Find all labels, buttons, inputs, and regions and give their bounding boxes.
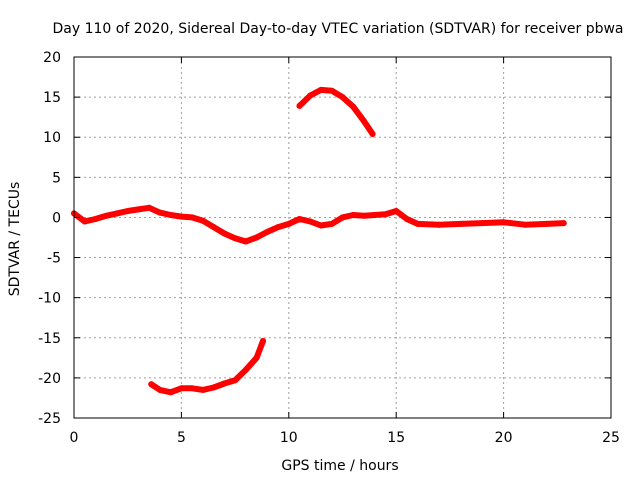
y-tick-label: 20 — [43, 50, 61, 66]
data-point — [189, 385, 196, 392]
data-point — [371, 212, 378, 218]
y-tick-label: -20 — [38, 371, 61, 387]
data-point — [242, 366, 249, 373]
data-point — [260, 338, 266, 344]
data-point — [328, 220, 335, 227]
data-point — [457, 220, 464, 227]
data-point — [361, 212, 367, 219]
data-point — [167, 212, 174, 218]
data-point — [114, 210, 120, 217]
data-point — [318, 222, 324, 229]
data-point — [199, 386, 206, 393]
x-tick-label: 15 — [387, 430, 405, 446]
data-point — [436, 221, 443, 228]
data-point — [522, 221, 529, 228]
data-point — [103, 212, 110, 219]
data-point — [403, 216, 410, 222]
data-point — [560, 220, 567, 227]
data-point — [135, 206, 142, 213]
data-point — [393, 208, 400, 214]
data-point — [189, 214, 196, 221]
data-point — [369, 131, 376, 137]
data-point — [328, 87, 335, 94]
data-point — [285, 220, 292, 227]
data-point — [296, 216, 303, 222]
data-point — [414, 220, 421, 227]
data-point — [232, 235, 239, 242]
data-point — [81, 218, 88, 225]
data-point — [275, 224, 282, 231]
y-tick-label: -15 — [38, 331, 61, 347]
grid-lines — [74, 57, 611, 418]
data-point — [307, 92, 314, 99]
series-layer — [71, 86, 567, 396]
data-point — [296, 102, 303, 109]
data-point — [210, 384, 217, 391]
y-tick-label: 0 — [52, 210, 61, 226]
data-point — [361, 118, 367, 125]
series-lower-arc — [148, 338, 266, 396]
x-axis-label: GPS time / hours — [281, 458, 398, 474]
y-axis-label: SDTVAR / TECUs — [7, 182, 23, 297]
data-point — [382, 211, 389, 218]
data-point — [318, 86, 324, 93]
data-point — [242, 238, 249, 245]
chart-title: Day 110 of 2020, Sidereal Day-to-day VTE… — [52, 21, 623, 37]
data-point — [232, 377, 239, 384]
y-tick-label: 10 — [43, 130, 61, 146]
y-tick-label: 5 — [52, 170, 61, 186]
data-point — [253, 234, 260, 241]
data-point — [500, 219, 507, 226]
data-point — [479, 220, 486, 227]
data-point — [221, 230, 228, 237]
data-point — [264, 228, 271, 235]
data-point — [178, 213, 185, 220]
data-point — [210, 224, 217, 231]
data-point — [146, 204, 153, 211]
series-main-band — [71, 204, 567, 245]
data-point — [307, 218, 314, 225]
x-tick-label: 20 — [495, 430, 513, 446]
data-point — [221, 380, 228, 387]
y-tick-label: 15 — [43, 90, 61, 106]
data-point — [92, 216, 99, 222]
data-point — [543, 220, 550, 227]
data-point — [156, 386, 163, 393]
y-tick-label: -10 — [38, 291, 61, 307]
data-point — [339, 94, 346, 101]
data-point — [178, 385, 185, 392]
axis-ticks: 0 5 10 15 20 25 -25 -20 -15 -10 -5 0 5 10 15 20 — [38, 50, 620, 446]
plot-frame — [73, 56, 612, 419]
data-point — [350, 103, 357, 110]
data-point — [156, 209, 163, 216]
y-tick-label: -5 — [47, 251, 61, 267]
data-point — [167, 389, 174, 396]
x-tick-label: 10 — [280, 430, 298, 446]
data-point — [199, 217, 206, 224]
x-tick-label: 25 — [602, 430, 620, 446]
data-point — [339, 214, 346, 221]
data-point — [253, 354, 260, 361]
data-point — [148, 381, 155, 388]
x-tick-label: 0 — [70, 430, 79, 446]
data-point — [350, 212, 357, 218]
x-tick-label: 5 — [177, 430, 186, 446]
y-tick-label: -25 — [38, 411, 61, 427]
data-point — [124, 208, 131, 214]
